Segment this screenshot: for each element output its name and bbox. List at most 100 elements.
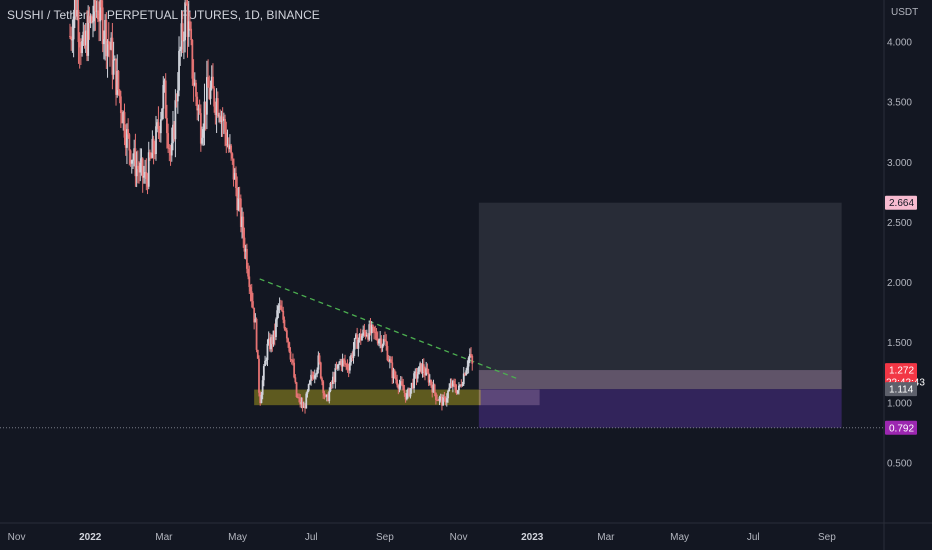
candle-body [430,379,432,386]
candle-body [409,388,412,397]
candle-body [399,381,402,385]
candle-body [205,77,208,115]
candle-body [415,371,418,379]
candle-body [204,101,207,115]
candle-body [436,399,439,401]
candle-body [370,325,373,334]
candle-body [170,143,173,156]
candle-body [312,376,315,379]
candle-body [72,16,75,40]
candle-body [284,328,287,331]
candle-body [100,0,103,8]
candle-body [173,124,176,140]
candle-body [388,359,391,362]
candle-body [76,10,79,17]
x-tick-label: Sep [376,532,394,543]
candle-body [110,37,113,50]
candle-body [277,306,280,311]
candle-body [111,37,114,75]
candle-body [433,384,436,393]
y-tick-label: 0.500 [887,458,912,469]
candle-body [162,84,165,109]
candle-body [455,389,458,394]
candle-body [129,150,132,164]
candle-body [391,362,394,379]
candle-body [207,77,210,88]
candle-body [292,360,294,363]
x-tick-label: Nov [450,532,468,543]
candle-body [88,15,91,24]
candle-body [136,165,139,170]
candle-body [450,383,453,387]
candle-body [437,400,440,402]
candle-body [138,169,140,173]
candle-body [172,124,174,144]
candle-body [167,133,170,149]
candle-body [422,364,425,373]
candle-body [144,171,147,177]
overlays-layer [0,202,884,429]
candle-body [266,343,269,360]
candle-body [445,398,448,403]
candle-body [384,339,386,341]
x-tick-label: Jul [747,532,760,543]
candle-body [416,374,419,379]
candle-body [215,98,218,116]
candle-body [224,119,226,133]
candle-body [272,330,275,345]
candle-body [411,382,414,389]
candle-body [163,80,166,85]
candle-body [338,363,340,365]
candle-body [116,71,119,95]
candle-body [209,87,212,99]
candle-body [425,368,428,376]
x-tick-label: 2023 [521,532,544,543]
candle-body [123,112,126,138]
candle-body [269,338,271,350]
candle-body [150,157,153,159]
candle-body [310,374,312,381]
candle-body [382,339,385,345]
candle-body [442,396,445,406]
candle-body [82,31,85,42]
descending-trendline [259,278,518,380]
candle-body [397,385,400,389]
candle-body [119,96,122,114]
candle-body [471,355,474,364]
candle-body [69,36,71,38]
candle-body [327,394,329,401]
candle-body [404,392,407,400]
candle-body [359,333,362,341]
candle-body [132,159,134,161]
candle-body [373,327,376,332]
candle-body [237,197,240,211]
candle-body [247,268,249,277]
candle-body [461,384,464,386]
candle-body [316,369,319,375]
candle-body [324,395,327,397]
x-tick-label: May [228,532,247,543]
candle-body [424,372,426,376]
candle-body [93,0,96,22]
y-tick-label: 2.000 [887,278,912,289]
candle-body [453,381,455,384]
candle-body [283,319,286,329]
x-tick-label: Mar [597,532,615,543]
candle-body [253,307,256,323]
candle-body [84,30,87,46]
candle-body [379,338,382,341]
candle-body [155,126,157,155]
profit-zone [478,202,842,390]
candle-body [157,122,160,129]
y-tick-label: 3.000 [887,158,912,169]
candle-body [105,20,108,57]
candle-body [448,387,451,392]
candle-body [451,381,454,387]
entry-zone [478,370,842,390]
candle-body [216,98,219,117]
candle-body [87,15,90,56]
candle-body [351,355,354,358]
candle-body [364,332,367,337]
